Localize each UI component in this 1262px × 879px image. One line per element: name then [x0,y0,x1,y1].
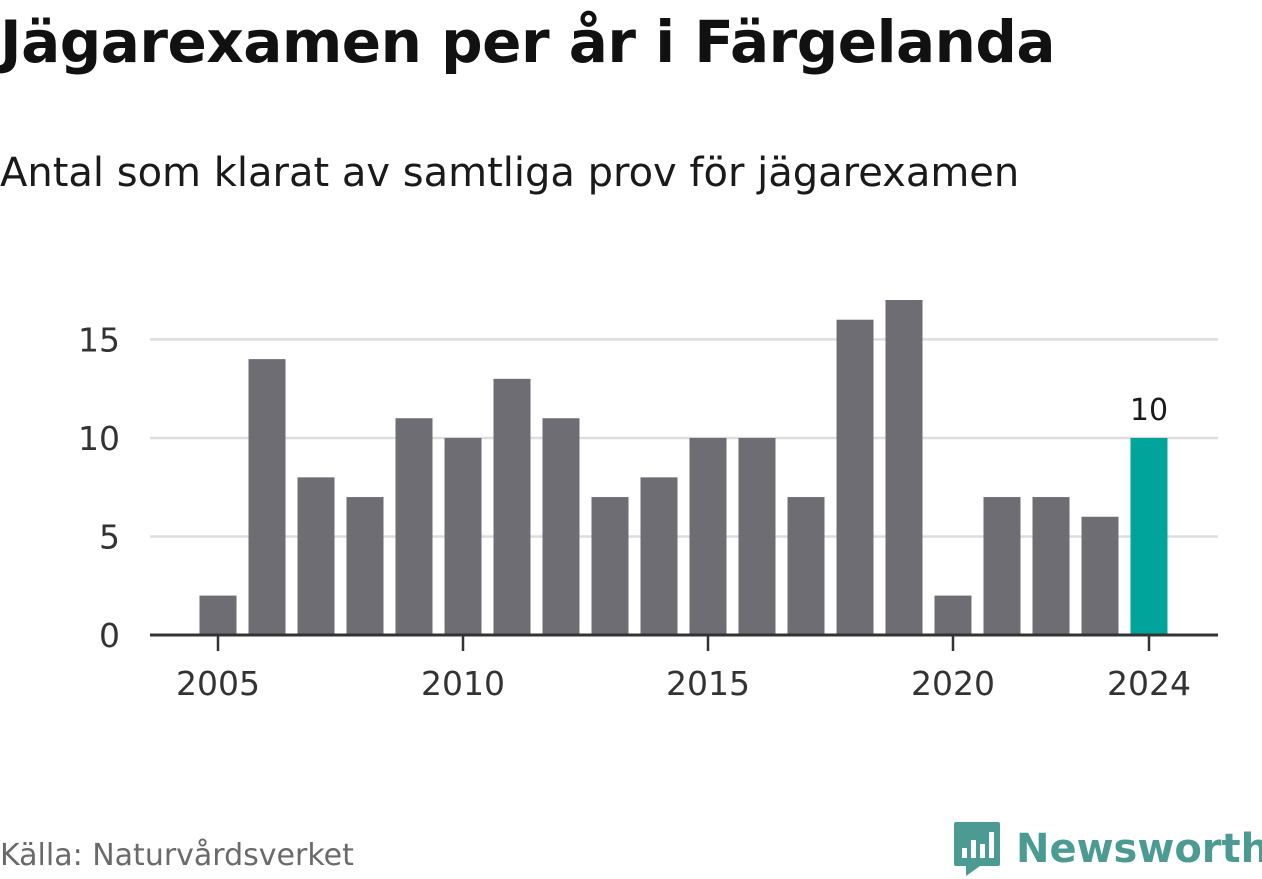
bar [199,595,237,635]
bar [738,437,776,635]
bar [983,497,1021,635]
bar [444,437,482,635]
axes [150,633,1218,651]
bar [934,595,972,635]
labels: 0 5 10 15 2005 2010 2015 2020 2024 10 [78,320,1191,703]
bar-chart: 0 5 10 15 2005 2010 2015 2020 2024 10 [78,300,1218,703]
bar [395,418,433,635]
x-tick-label: 2005 [176,664,260,703]
bar [836,319,874,635]
x-tick-label: 2010 [421,664,505,703]
bar [493,378,531,635]
bar [542,418,580,635]
source-note: Källa: Naturvårdsverket [0,838,354,873]
bar [248,359,286,635]
x-tick-label: 2015 [666,664,750,703]
bar [591,497,629,635]
bar [640,477,678,635]
y-tick-label: 10 [78,419,120,458]
y-tick-label: 15 [78,320,120,359]
bars [199,300,1168,635]
brand-name: Newsworthy [1016,826,1262,872]
data-label: 10 [1130,393,1168,428]
bar [787,497,825,635]
chart-title: Jägarexamen per år i Färgelanda [0,8,1056,76]
bar [297,477,335,635]
bar [1130,437,1168,635]
y-tick-label: 5 [99,517,120,556]
newsworthy-logo-icon [954,822,1000,876]
bar [1081,516,1119,635]
x-tick-label: 2024 [1107,664,1191,703]
x-tick-label: 2020 [911,664,995,703]
bar [885,300,923,635]
bar [1032,497,1070,635]
bar [689,437,727,635]
y-tick-label: 0 [99,616,120,655]
brand-logo: Newsworthy [952,820,1262,878]
bar [346,497,384,635]
chart-subtitle: Antal som klarat av samtliga prov för jä… [0,150,1020,196]
